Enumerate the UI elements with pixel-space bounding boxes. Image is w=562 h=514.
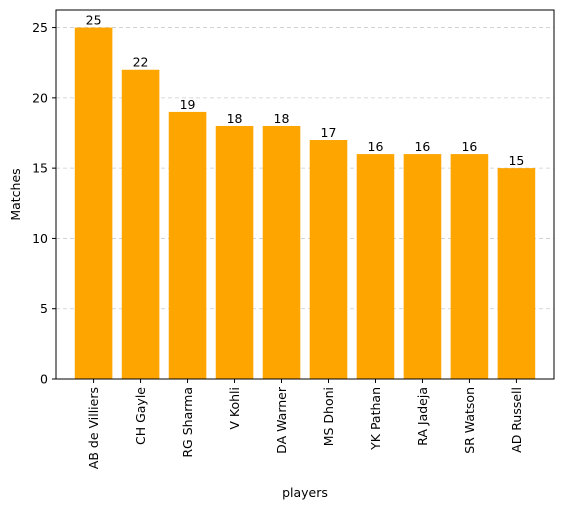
y-tick-label-0: 0 <box>40 372 48 387</box>
x-tick-label-rg-sharma: RG Sharma <box>180 387 195 458</box>
x-tick-label-ra-jadeja: RA Jadeja <box>415 387 430 446</box>
x-tick-label-ad-russell: AD Russell <box>509 387 524 453</box>
plot-frame <box>55 9 555 380</box>
x-tick-label-v-kohli: V Kohli <box>227 387 242 430</box>
data-label-ad-russell: 15 <box>508 153 524 168</box>
x-axis-label: players <box>282 485 328 500</box>
data-label-ra-jadeja: 16 <box>414 139 430 154</box>
data-label-ch-gayle: 22 <box>133 55 149 70</box>
bar-rg-sharma <box>168 111 207 380</box>
y-tick-label-5: 5 <box>40 301 48 316</box>
bars <box>74 27 536 380</box>
bar-ad-russell <box>497 168 536 379</box>
bar-ms-dhoni <box>309 140 348 379</box>
y-tick-label-15: 15 <box>32 161 48 176</box>
data-label-rg-sharma: 19 <box>180 97 196 112</box>
bar-sr-watson <box>450 154 489 379</box>
x-axis-ticks: AB de Villiers CH Gayle RG Sharma V Kohli DA… <box>86 379 524 469</box>
data-label-v-kohli: 18 <box>227 111 243 126</box>
y-tick-label-25: 25 <box>32 20 48 35</box>
data-labels: 25 22 19 18 18 17 16 16 16 15 <box>86 13 525 169</box>
x-tick-label-ab-de-villiers: AB de Villiers <box>86 387 101 469</box>
y-tick-label-20: 20 <box>32 90 48 105</box>
y-axis-label: Matches <box>8 168 23 220</box>
x-tick-label-da-warner: DA Warner <box>274 386 289 454</box>
data-label-yk-pathan: 16 <box>368 139 384 154</box>
x-tick-label-sr-watson: SR Watson <box>462 387 477 454</box>
bar-da-warner <box>262 125 301 379</box>
bar-ab-de-villiers <box>74 27 113 379</box>
y-tick-label-10: 10 <box>32 231 48 246</box>
data-label-ab-de-villiers: 25 <box>86 13 102 28</box>
bar-ra-jadeja <box>403 154 442 379</box>
data-label-ms-dhoni: 17 <box>321 125 337 140</box>
y-axis-ticks: 0 5 10 15 20 25 <box>32 20 56 387</box>
x-tick-label-yk-pathan: YK Pathan <box>368 387 383 451</box>
x-tick-label-ms-dhoni: MS Dhoni <box>321 387 336 446</box>
data-label-da-warner: 18 <box>274 111 290 126</box>
x-tick-label-ch-gayle: CH Gayle <box>133 387 148 445</box>
bar-yk-pathan <box>356 154 395 379</box>
bar-v-kohli <box>215 125 254 379</box>
data-label-sr-watson: 16 <box>461 139 477 154</box>
bar-ch-gayle <box>121 69 160 379</box>
